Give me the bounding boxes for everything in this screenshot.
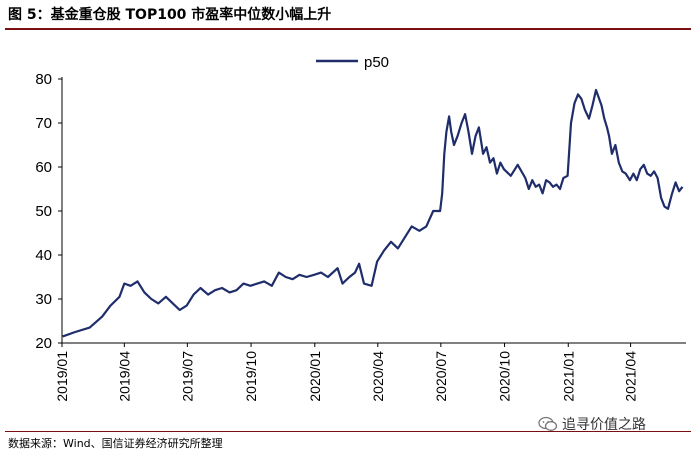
y-tick-label: 80: [35, 71, 52, 88]
y-tick-label: 60: [35, 159, 52, 176]
watermark-text: 追寻价值之路: [562, 417, 646, 433]
chart-title: 图 5：基金重仓股 TOP100 市盈率中位数小幅上升: [8, 7, 332, 23]
y-tick-label: 30: [35, 291, 52, 308]
x-tick-label: 2020/07: [433, 351, 449, 402]
series-line-p50: [62, 88, 684, 338]
x-tick-label: 2019/04: [116, 351, 132, 402]
title-rule: [5, 28, 691, 30]
x-tick-label: 2020/10: [497, 351, 513, 402]
source-note: 数据来源：Wind、国信证券经济研究所整理: [8, 437, 223, 450]
legend-label: p50: [364, 54, 389, 71]
y-tick-label: 40: [35, 247, 52, 264]
x-tick-label: 2021/01: [560, 351, 576, 402]
y-tick-label: 70: [35, 115, 52, 132]
x-tick-label: 2020/01: [307, 351, 323, 402]
y-axis: 20 30 40 50 60 70 80: [35, 71, 63, 352]
x-tick-label: 2021/04: [623, 351, 639, 402]
x-axis: 2019/01 2019/04 2019/07 2019/10 2020/01 2020/…: [54, 342, 686, 402]
y-tick-label: 20: [35, 335, 52, 352]
x-tick-label: 2019/07: [179, 351, 195, 402]
y-tick-label: 50: [35, 203, 52, 220]
watermark: 追寻价值之路: [538, 414, 646, 434]
x-tick-label: 2019/10: [243, 351, 259, 402]
plot-area: [62, 88, 684, 338]
wechat-icon: [538, 416, 558, 431]
x-tick-label: 2020/04: [370, 351, 386, 402]
footer-rule: [5, 431, 691, 432]
legend: p50: [316, 54, 389, 71]
x-tick-label: 2019/01: [54, 351, 70, 402]
